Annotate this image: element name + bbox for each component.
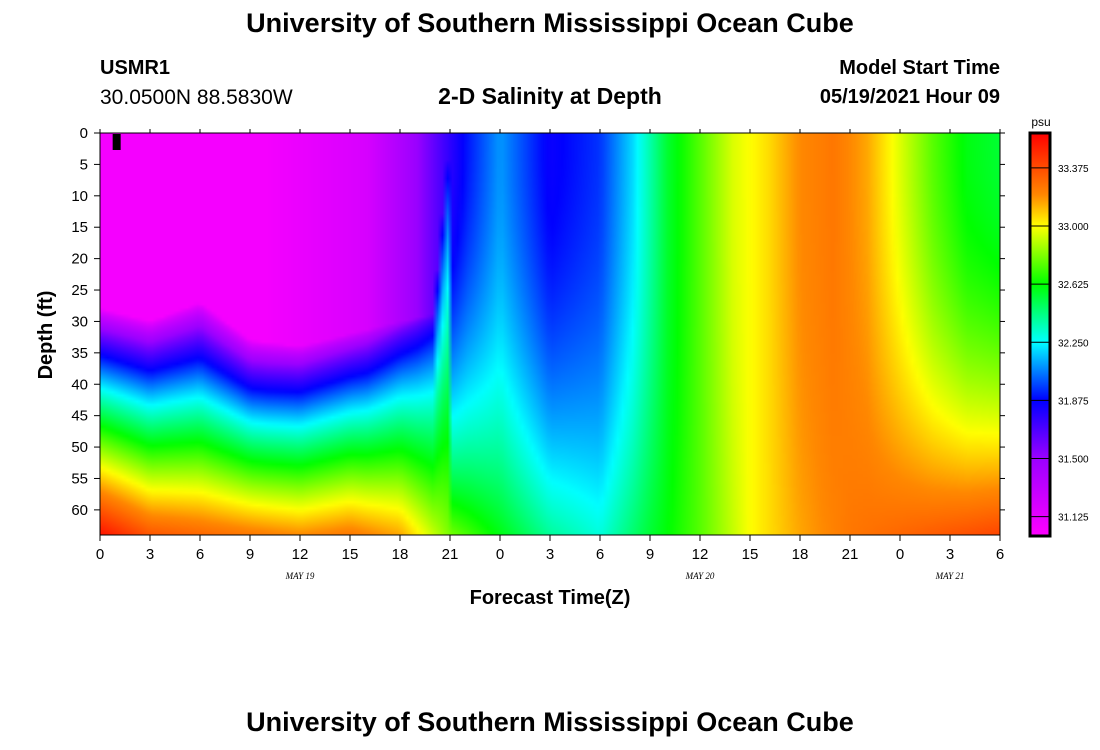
y-tick-label: 35 [71, 345, 88, 362]
x-tick-label: 3 [546, 546, 554, 563]
x-tick-label: 3 [946, 546, 954, 563]
model-start-value: 05/19/2021 Hour 09 [819, 86, 1000, 108]
page-title: University of Southern Mississippi Ocean… [246, 8, 854, 38]
colorbar: 31.125 31.500 31.875 32.250 32.625 33.000 33.3… [1028, 131, 1089, 538]
x-tick-label: 21 [842, 546, 859, 563]
x-tick-label: 9 [246, 546, 254, 563]
x-tick-label: 6 [196, 546, 204, 563]
colorbar-tick-label: 32.250 [1058, 338, 1089, 349]
colorbar-tick-label: 31.500 [1058, 455, 1089, 466]
heatmap-layer [100, 133, 1000, 535]
y-tick-label: 5 [80, 156, 88, 173]
x-tick-label: 18 [392, 546, 409, 563]
x-tick-label: 0 [96, 546, 104, 563]
x-tick-label: 3 [146, 546, 154, 563]
y-tick-label: 40 [71, 376, 88, 393]
y-tick-label: 15 [71, 219, 88, 236]
station-id: USMR1 [100, 57, 171, 79]
x-tick-label: 0 [896, 546, 904, 563]
y-tick-label: 0 [80, 125, 88, 142]
colorbar-tick-label: 31.875 [1058, 396, 1089, 407]
model-start-label: Model Start Time [839, 57, 1000, 79]
x-tick-label: 21 [442, 546, 459, 563]
station-coordinates: 30.0500N 88.5830W [100, 86, 293, 109]
x-axis-label: Forecast Time(Z) [470, 587, 631, 609]
y-tick-label: 20 [71, 251, 88, 268]
x-tick-label: 9 [646, 546, 654, 563]
colorbar-gradient [1028, 131, 1052, 538]
x-tick-label: 12 [292, 546, 309, 563]
x-date-label: MAY 21 [935, 571, 965, 581]
x-tick-label: 6 [996, 546, 1004, 563]
x-tick-label: 15 [742, 546, 759, 563]
model-start-marker [112, 134, 121, 150]
colorbar-tick-label: 33.000 [1058, 222, 1089, 233]
y-tick-label: 25 [71, 282, 88, 299]
axes-layer: 0 3 6 9 12 15 18 21 0 3 6 9 12 15 18 21 0 3 6 MAY 19 MAY 20 M… [71, 125, 1005, 581]
plot-title: 2-D Salinity at Depth [438, 83, 662, 109]
y-tick-label: 55 [71, 470, 88, 487]
colorbar-tick-label: 33.375 [1058, 164, 1089, 175]
x-date-label: MAY 19 [285, 571, 315, 581]
y-tick-label: 50 [71, 439, 88, 456]
y-tick-label: 10 [71, 188, 88, 205]
x-date-label: MAY 20 [685, 571, 715, 581]
x-tick-label: 12 [692, 546, 709, 563]
colorbar-unit-label: psu [1031, 115, 1050, 129]
y-tick-label: 30 [71, 313, 88, 330]
x-tick-label: 18 [792, 546, 809, 563]
x-tick-label: 6 [596, 546, 604, 563]
x-tick-label: 0 [496, 546, 504, 563]
colorbar-tick-label: 31.125 [1058, 513, 1089, 524]
footer-title: University of Southern Mississippi Ocean… [246, 707, 854, 737]
y-tick-label: 45 [71, 408, 88, 425]
salinity-heatmap [100, 133, 1000, 535]
y-tick-label: 60 [71, 502, 88, 519]
x-tick-label: 15 [342, 546, 359, 563]
y-axis-label: Depth (ft) [35, 291, 57, 380]
colorbar-tick-label: 32.625 [1058, 280, 1089, 291]
